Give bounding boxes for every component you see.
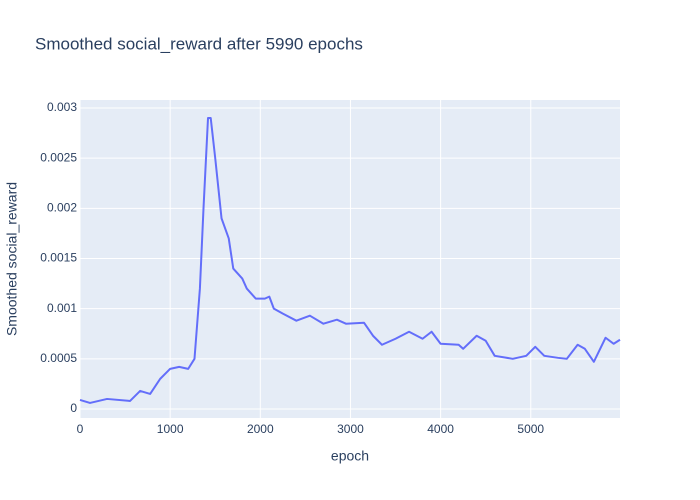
y-tick-label: 0.003 <box>47 100 77 114</box>
x-tick-label: 3000 <box>337 422 364 436</box>
x-tick-label: 0 <box>77 422 84 436</box>
x-tick-label: 2000 <box>247 422 274 436</box>
y-tick-label: 0.0025 <box>40 150 77 164</box>
y-tick-label: 0 <box>70 401 77 415</box>
y-tick-label: 0.002 <box>47 201 77 215</box>
x-tick-label: 4000 <box>427 422 454 436</box>
x-axis-label: epoch <box>331 448 369 464</box>
x-tick-label: 5000 <box>517 422 544 436</box>
y-tick-label: 0.0015 <box>40 251 77 265</box>
chart-title: Smoothed social_reward after 5990 epochs <box>35 34 363 53</box>
y-tick-label: 0.001 <box>47 301 77 315</box>
x-tick-label: 1000 <box>157 422 184 436</box>
y-axis-label: Smoothed social_reward <box>4 182 20 336</box>
y-tick-label: 0.0005 <box>40 351 77 365</box>
line-series <box>79 117 621 404</box>
